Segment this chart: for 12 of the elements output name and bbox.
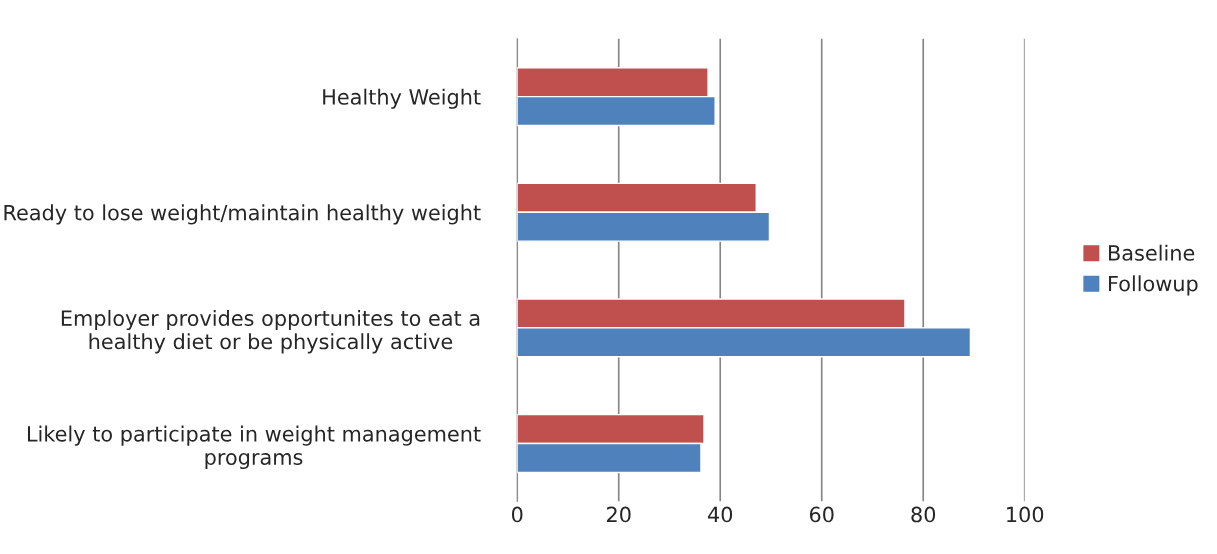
x-tick-label: 0 [511, 506, 523, 523]
y-tick-label: Likely to participate in weight management programs [27, 425, 481, 470]
x-tick-label: 60 [809, 506, 834, 523]
legend-label: Baseline [1109, 244, 1195, 261]
x-tick-label: 80 [911, 506, 936, 523]
legend-label: Followup [1109, 275, 1198, 296]
x-tick-label: 20 [606, 506, 631, 523]
y-tick-label: Ready to lose weight/maintain healthy weight [4, 204, 481, 225]
y-tick-label: Employer provides opportunites to eat a healthy diet or be physically active [61, 309, 480, 354]
x-tick-label: 100 [1007, 506, 1044, 523]
y-tick-label: Healthy Weight [323, 88, 481, 109]
x-tick-label: 40 [707, 506, 733, 523]
